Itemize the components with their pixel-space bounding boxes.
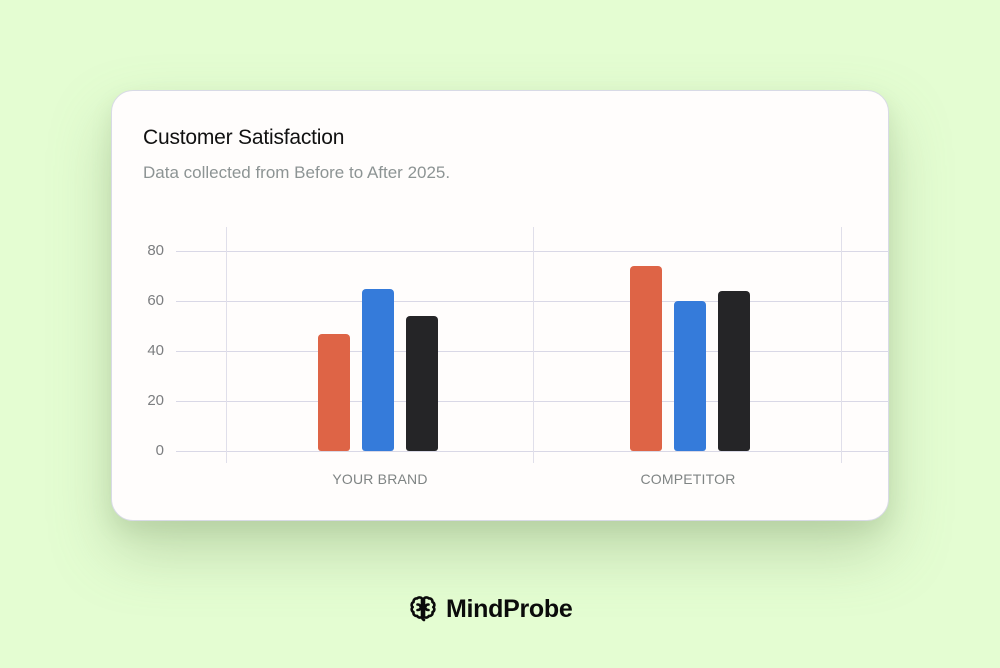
bar-your-brand-series-1[interactable]: [318, 333, 350, 451]
chart-title: Customer Satisfaction: [143, 126, 345, 149]
brand-name: MindProbe: [446, 594, 573, 623]
brand-logo: MindProbe: [408, 594, 573, 624]
bar-your-brand-series-2[interactable]: [362, 288, 394, 451]
y-tick-label: 80: [147, 242, 164, 259]
gridline-20: [176, 401, 888, 402]
vertical-gridline: [226, 227, 227, 463]
y-tick-label: 60: [147, 292, 164, 309]
chart-subtitle: Data collected from Before to After 2025…: [143, 163, 451, 182]
bar-competitor-series-1[interactable]: [630, 266, 662, 451]
y-tick-label: 20: [147, 392, 164, 409]
y-tick-label: 40: [147, 342, 164, 359]
bar-competitor-series-3[interactable]: [718, 291, 750, 451]
gridline-0: [176, 451, 888, 452]
vertical-gridline: [841, 227, 842, 463]
gridline-60: [176, 301, 888, 302]
plot-area: 80 60 40 20 0 YOUR BRAND COMPETITOR: [112, 91, 888, 520]
y-tick-label: 0: [155, 442, 164, 459]
bar-competitor-series-2[interactable]: [674, 301, 706, 451]
bar-your-brand-series-3[interactable]: [406, 316, 438, 451]
vertical-gridline: [533, 227, 534, 463]
gridline-80: [176, 251, 888, 252]
x-category-label-your-brand: YOUR BRAND: [332, 471, 428, 487]
x-category-label-competitor: COMPETITOR: [640, 471, 736, 487]
gridline-40: [176, 351, 888, 352]
brain-icon: [410, 596, 436, 622]
chart-card: Customer Satisfaction Data collected fro…: [111, 90, 889, 521]
